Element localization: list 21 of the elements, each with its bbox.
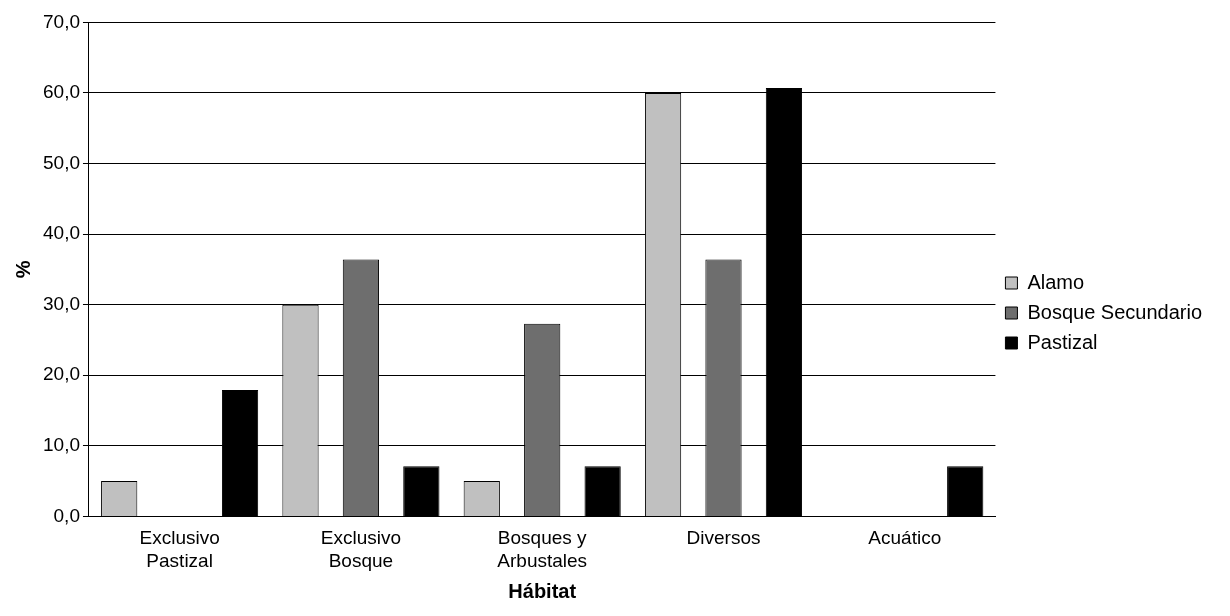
bar — [947, 466, 984, 516]
legend-label: Pastizal — [1027, 330, 1098, 353]
y-tick-label: 10,0 — [43, 434, 80, 456]
x-axis-title: Hábitat — [508, 579, 577, 602]
x-tick-label: Exclusivo Bosque — [320, 527, 402, 571]
x-tick-label: Bosques y Arbustales — [497, 527, 588, 571]
x-tick-label: Exclusivo Pastizal — [139, 527, 220, 571]
y-tick-label: 20,0 — [43, 363, 80, 385]
x-tick-label: Diversos — [686, 527, 761, 549]
y-axis-title: % — [11, 260, 34, 279]
y-tick-label: 0,0 — [53, 504, 80, 526]
x-tick-label: Acuático — [868, 527, 942, 549]
y-tick-label: 50,0 — [43, 151, 80, 173]
bar — [403, 466, 440, 516]
y-tick-label: 30,0 — [43, 292, 80, 314]
legend-label: Alamo — [1027, 270, 1085, 293]
y-tick-label: 60,0 — [43, 81, 80, 103]
y-tick-label: 40,0 — [43, 222, 80, 244]
y-tick-label: 70,0 — [43, 10, 80, 32]
bar — [584, 466, 621, 516]
legend-label: Bosque Secundario — [1027, 300, 1203, 323]
